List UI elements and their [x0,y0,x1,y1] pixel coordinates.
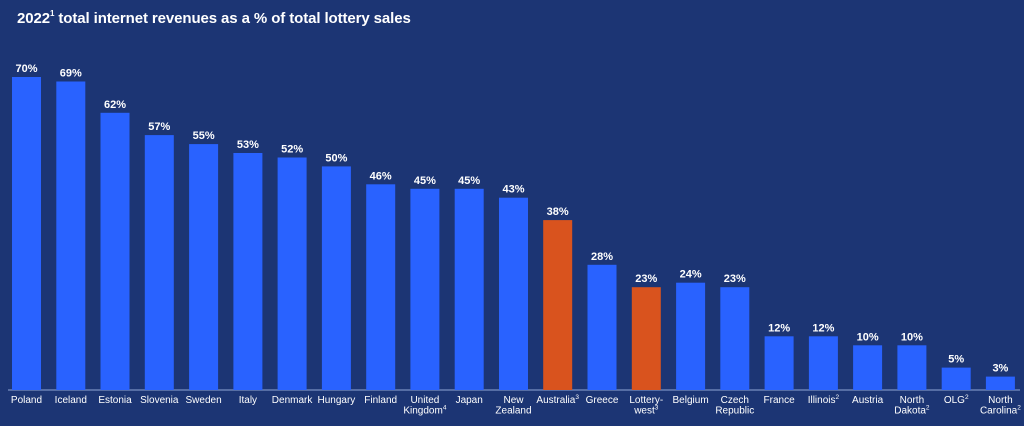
value-label-hungary: 50% [325,152,347,164]
bar-poland [12,77,41,390]
category-label-hungary: Hungary [317,395,355,406]
value-label-belgium: 24% [680,269,702,281]
value-label-czech-republic: 23% [724,273,746,285]
value-label-north-dakota: 10% [901,331,923,343]
chart-title-year: 2022 [17,10,50,27]
bar-italy [233,153,263,390]
bar-united-kingdom [410,188,440,390]
value-label-greece: 28% [591,251,613,263]
bar-japan [454,188,484,390]
value-label-estonia: 62% [104,99,126,111]
value-label-new-zealand: 43% [502,184,524,196]
category-label-france: France [764,395,796,406]
value-label-japan: 45% [458,175,480,187]
value-label-france: 12% [768,322,790,334]
bar-sweden [189,144,219,390]
category-label-lottery-west: Lottery-west3 [629,395,663,417]
value-label-iceland: 69% [60,68,82,80]
category-label-sweden: Sweden [186,395,222,406]
category-label-united-kingdom: United Kingdom4 [403,395,446,417]
bar-denmark [277,157,307,390]
category-label-greece: Greece [586,395,619,406]
value-label-illinois: 12% [812,322,834,334]
bar-north-carolina [985,376,1015,390]
value-label-olg: 5% [948,354,964,366]
value-label-poland: 70% [15,63,37,75]
category-label-north-carolina: North Carolina2 [980,395,1021,417]
category-label-belgium: Belgium [673,395,709,406]
value-label-finland: 46% [370,170,392,182]
chart-title: 20221 total internet revenues as a % of … [17,9,411,27]
chart-title-footnote: 1 [49,9,55,18]
category-label-estonia: Estonia [98,395,132,406]
category-label-finland: Finland [364,395,397,406]
bar-iceland [56,81,86,390]
bar-greece [587,264,617,390]
value-label-lottery-west: 23% [635,273,657,285]
value-label-slovenia: 57% [148,121,170,133]
category-label-illinois: Illinois2 [808,394,840,406]
bar-illinois [808,336,838,390]
category-label-iceland: Iceland [55,395,87,406]
value-label-united-kingdom: 45% [414,175,436,187]
category-label-denmark: Denmark [272,395,314,406]
value-label-italy: 53% [237,139,259,151]
bar-estonia [100,112,130,391]
category-label-czech-republic: Czech Republic [715,395,754,417]
bar-lottery-west [631,287,661,390]
bar-france [764,336,794,390]
bar-north-dakota [897,345,927,390]
value-label-austria: 10% [857,331,879,343]
bar-australia [543,220,573,390]
value-label-sweden: 55% [193,130,215,142]
bar-finland [366,184,396,390]
bar-czech-republic [720,287,750,390]
value-label-australia: 38% [547,206,569,218]
category-label-austria: Austria [852,395,884,406]
category-label-new-zealand: New Zealand [495,395,531,417]
category-label-north-dakota: North Dakota2 [894,395,930,417]
category-label-olg: OLG2 [944,394,969,406]
category-label-slovenia: Slovenia [140,395,179,406]
bar-slovenia [144,135,174,390]
category-label-poland: Poland [11,395,42,406]
value-label-denmark: 52% [281,144,303,156]
category-label-australia: Australia3 [536,394,579,406]
category-label-italy: Italy [239,395,257,406]
category-label-japan: Japan [456,395,483,406]
value-label-north-carolina: 3% [992,363,1008,375]
bar-olg [941,367,971,390]
bar-hungary [321,166,351,390]
chart-title-text: total internet revenues as a % of total … [54,10,411,27]
bar-austria [853,345,883,390]
bar-belgium [676,282,706,390]
bar-new-zealand [499,197,528,390]
